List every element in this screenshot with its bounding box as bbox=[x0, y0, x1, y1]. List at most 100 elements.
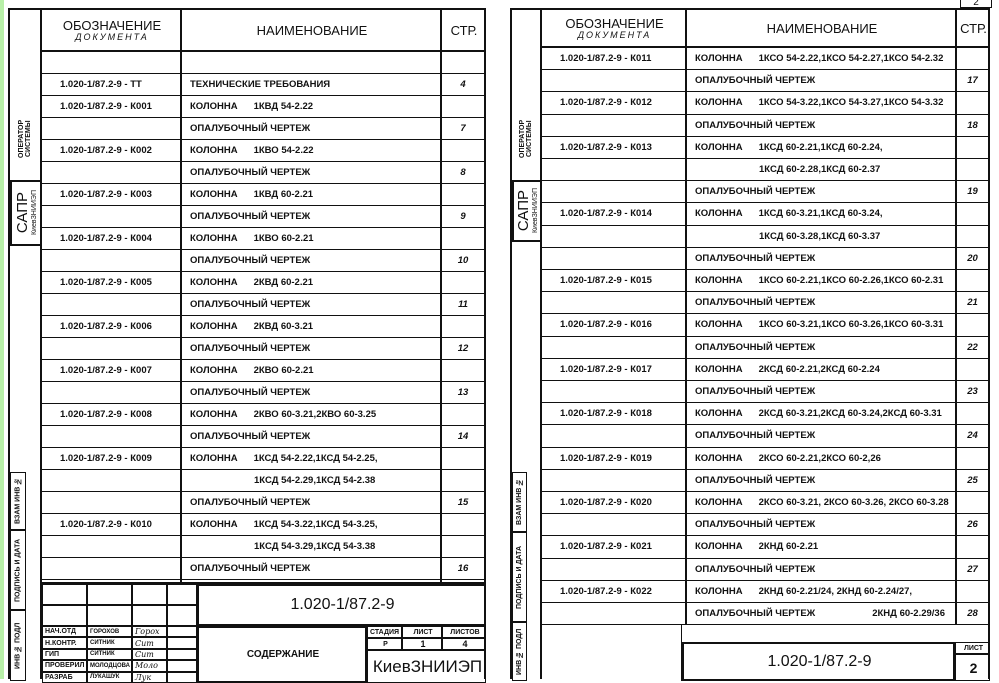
row-page: 13 bbox=[457, 387, 469, 398]
operator-label: ОПЕРАТОР СИСТЕМЫ bbox=[519, 119, 533, 159]
row-name: КОЛОННА 2КНД 60-2.21/24, 2КНД 60-2.24/27, bbox=[695, 581, 953, 602]
row-name-spec: 1КСО 54-2.22,1КСО 54-2.27,1КСО 54-2.32 bbox=[758, 53, 944, 65]
row-name: ОПАЛУБОЧНЫЙ ЧЕРТЕЖ bbox=[695, 514, 953, 535]
row-name: КОЛОННА 2КСД 60-3.21,2КСД 60-3.24,2КСД 60… bbox=[695, 403, 953, 424]
row-designation: 1.020-1/87.2-9 - К020 bbox=[560, 497, 652, 509]
row-name-label: КОЛОННА bbox=[190, 453, 238, 464]
row-name-label: ОПАЛУБОЧНЫЙ ЧЕРТЕЖ bbox=[695, 563, 816, 575]
row-name-label: ОПАЛУБОЧНЫЙ ЧЕРТЕЖ bbox=[695, 608, 816, 620]
row-name: ОПАЛУБОЧНЫЙ ЧЕРТЕЖ bbox=[190, 294, 438, 315]
row-designation bbox=[542, 226, 685, 247]
table-row: ОПАЛУБОЧНЫЙ ЧЕРТЕЖ 11 bbox=[42, 294, 486, 316]
row-name-label: ОПАЛУБОЧНЫЙ ЧЕРТЕЖ bbox=[695, 474, 816, 486]
row-page bbox=[955, 359, 990, 380]
row-name: ОПАЛУБОЧНЫЙ ЧЕРТЕЖ bbox=[695, 337, 953, 358]
row-designation: 1.020-1/87.2-9 - К004 bbox=[60, 233, 152, 244]
row-name: ОПАЛУБОЧНЫЙ ЧЕРТЕЖ bbox=[190, 162, 438, 183]
sheet-value: 2 bbox=[955, 654, 990, 681]
row-page bbox=[440, 448, 486, 469]
header-name: НАИМЕНОВАНИЕ bbox=[182, 10, 442, 52]
table-row: 1.020-1/87.2-9 - К012 КОЛОННА 1КСО 54-3.22… bbox=[542, 92, 990, 115]
row-designation: 1.020-1/87.2-9 - К017 bbox=[560, 363, 652, 375]
header-designation: ОБОЗНАЧЕНИЕ ДОКУМЕНТА bbox=[542, 10, 687, 48]
row-name-spec: 1КСО 60-3.21,1КСО 60-3.26,1КСО 60-3.31 bbox=[758, 319, 944, 331]
row-name-label: КОЛОННА bbox=[695, 275, 743, 287]
row-designation bbox=[42, 382, 180, 403]
row-name-label: ОПАЛУБОЧНЫЙ ЧЕРТЕЖ bbox=[695, 386, 816, 398]
row-designation bbox=[42, 294, 180, 315]
row-name-label: ОПАЛУБОЧНЫЙ ЧЕРТЕЖ bbox=[190, 255, 311, 266]
row-designation bbox=[542, 425, 685, 446]
date-cell bbox=[167, 671, 197, 683]
right-page: ОПЕРАТОР СИСТЕМЫ САПР КиевЗНИИЭП ВЗАМ ИН… bbox=[510, 8, 990, 681]
table-row: 1.020-1/87.2-9 - К011 КОЛОННА 1КСО 54-2.22… bbox=[542, 48, 990, 71]
row-name: ОПАЛУБОЧНЫЙ ЧЕРТЕЖ bbox=[695, 115, 953, 136]
row-page: 9 bbox=[460, 211, 466, 222]
row-name: ОПАЛУБОЧНЫЙ ЧЕРТЕЖ bbox=[695, 559, 953, 580]
row-name-label: КОЛОННА bbox=[190, 145, 238, 156]
table-row: 1.020-1/87.2-9 - К003 КОЛОННА 1КВД 60-2.21 bbox=[42, 184, 486, 206]
row-name: ОПАЛУБОЧНЫЙ ЧЕРТЕЖ bbox=[695, 381, 953, 402]
table-row: ОПАЛУБОЧНЫЙ ЧЕРТЕЖ 7 bbox=[42, 118, 486, 140]
row-page bbox=[955, 226, 990, 247]
row-name: КОЛОННА 2КНД 60-2.21 bbox=[695, 536, 953, 557]
row-name-label: ОПАЛУБОЧНЫЙ ЧЕРТЕЖ bbox=[190, 123, 311, 134]
row-designation bbox=[42, 52, 180, 73]
person-name: СИТНИК bbox=[87, 648, 132, 661]
table-row: 1КСД 54-3.29,1КСД 54-3.38 bbox=[42, 536, 486, 558]
row-name-spec: 2КСО 60-3.21, 2КСО 60-3.26, 2КСО 60-3.28 bbox=[758, 497, 949, 509]
sheets-label: ЛИСТОВ bbox=[442, 626, 486, 638]
row-name-label: ОПАЛУБОЧНЫЙ ЧЕРТЕЖ bbox=[695, 186, 816, 198]
row-designation: 1.020-1/87.2-9 - ТТ bbox=[60, 79, 142, 90]
row-designation: 1.020-1/87.2-9 - К014 bbox=[560, 208, 652, 220]
table-row: ОПАЛУБОЧНЫЙ ЧЕРТЕЖ 22 bbox=[542, 337, 990, 359]
side-strip: ОПЕРАТОР СИСТЕМЫ САПР КиевЗНИИЭП ВЗАМ ИН… bbox=[512, 10, 542, 681]
side-strip: ОПЕРАТОР СИСТЕМЫ САПР КиевЗНИИЭП ВЗАМ ИН… bbox=[10, 10, 42, 681]
row-name: 1КСД 60-2.28,1КСД 60-2.37 bbox=[695, 159, 953, 180]
header-page: СТР. bbox=[442, 10, 486, 52]
row-name: 1КСД 60-3.28,1КСД 60-3.37 bbox=[695, 226, 953, 247]
table-row: 1.020-1/87.2-9 - К020 КОЛОННА 2КСО 60-3.21… bbox=[542, 492, 990, 515]
table-row: ОПАЛУБОЧНЫЙ ЧЕРТЕЖ 13 bbox=[42, 382, 486, 404]
role-label: ПРОВЕРИЛ bbox=[42, 660, 87, 672]
row-designation: 1.020-1/87.2-9 - К001 bbox=[60, 101, 152, 112]
stage-value: Р bbox=[367, 638, 402, 650]
table-row: ОПАЛУБОЧНЫЙ ЧЕРТЕЖ 15 bbox=[42, 492, 486, 514]
signature: Лук bbox=[132, 671, 167, 683]
row-name: КОЛОННА 1КВО 60-2.21 bbox=[190, 228, 438, 249]
row-name-label: КОЛОННА bbox=[190, 519, 238, 530]
row-name-spec: 1КСД 54-3.29,1КСД 54-3.38 bbox=[254, 541, 376, 552]
podpis-label: ПОДПИСЬ И ДАТА bbox=[10, 530, 26, 610]
table-row: 1.020-1/87.2-9 - К018 КОЛОННА 2КСД 60-3.21… bbox=[542, 403, 990, 426]
row-designation: 1.020-1/87.2-9 - К007 bbox=[60, 365, 152, 376]
row-page bbox=[440, 514, 486, 535]
row-designation: 1.020-1/87.2-9 - К011 bbox=[560, 53, 652, 65]
row-designation bbox=[42, 558, 180, 579]
row-designation bbox=[42, 250, 180, 271]
row-name-label: КОЛОННА bbox=[190, 233, 238, 244]
row-name: ОПАЛУБОЧНЫЙ ЧЕРТЕЖ bbox=[190, 426, 438, 447]
row-designation bbox=[42, 492, 180, 513]
header-designation: ОБОЗНАЧЕНИЕ ДОКУМЕНТА bbox=[42, 10, 182, 52]
row-name: ОПАЛУБОЧНЫЙ ЧЕРТЕЖ bbox=[695, 70, 953, 91]
row-name: ТЕХНИЧЕСКИЕ ТРЕБОВАНИЯ bbox=[190, 74, 438, 95]
row-name: КОЛОННА 2КВО 60-3.21,2КВО 60-3.25 bbox=[190, 404, 438, 425]
row-name-spec: 1КСД 60-2.28,1КСД 60-2.37 bbox=[759, 164, 881, 176]
row-page: 27 bbox=[967, 563, 978, 575]
row-designation bbox=[42, 470, 180, 491]
row-page bbox=[955, 159, 990, 180]
row-designation: 1.020-1/87.2-9 - К009 bbox=[60, 453, 152, 464]
row-name-label: КОЛОННА bbox=[190, 101, 238, 112]
document-code: 1.020-1/87.2-9 bbox=[682, 642, 955, 681]
row-name: КОЛОННА 2КВД 60-3.21 bbox=[190, 316, 438, 337]
row-page: 26 bbox=[967, 519, 978, 531]
row-name-label: ОПАЛУБОЧНЫЙ ЧЕРТЕЖ bbox=[190, 563, 311, 574]
column-divider bbox=[955, 10, 957, 624]
row-name-spec: 2КВО 60-2.21 bbox=[253, 365, 314, 376]
header-page: СТР. bbox=[957, 10, 990, 48]
row-name-label: КОЛОННА bbox=[695, 497, 743, 509]
left-page: ОПЕРАТОР СИСТЕМЫ САПР КиевЗНИИЭП ВЗАМ ИН… bbox=[8, 8, 486, 683]
row-name: КОЛОННА 1КСД 54-2.22,1КСД 54-2.25, bbox=[190, 448, 438, 469]
row-name-spec: 1КВД 54-2.22 bbox=[253, 101, 314, 112]
row-designation bbox=[42, 536, 180, 557]
